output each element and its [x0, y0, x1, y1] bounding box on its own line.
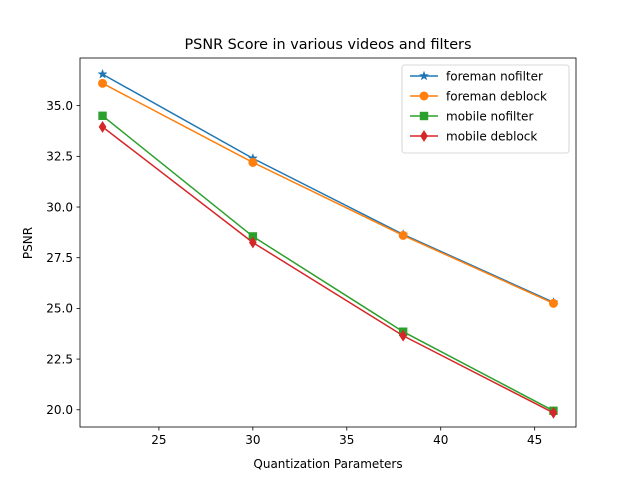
data-point: [399, 329, 407, 342]
legend-marker: [418, 70, 430, 81]
y-tick-label: 35.0: [46, 99, 73, 113]
data-point: [98, 121, 107, 133]
legend-item: mobile deblock: [410, 129, 537, 143]
chart-title: PSNR Score in various videos and filters: [185, 37, 472, 53]
series-layer: [97, 68, 559, 419]
data-point: [97, 68, 108, 79]
data-point: [548, 298, 558, 308]
data-point: [249, 236, 257, 249]
y-tick-label: 32.5: [46, 150, 73, 164]
y-tick-label: 25.0: [46, 302, 73, 316]
y-axis-label: PSNR: [21, 227, 35, 259]
series-foreman-deblock: [98, 78, 558, 308]
y-tick-label: 20.0: [46, 403, 73, 417]
legend-label: foreman deblock: [446, 89, 547, 103]
x-tick-label: 40: [433, 433, 448, 447]
series-mobile-deblock: [98, 121, 558, 419]
series-line: [102, 73, 554, 303]
data-point: [549, 406, 558, 419]
legend-marker: [420, 130, 428, 142]
data-point: [98, 78, 108, 88]
x-axis-label: Quantization Parameters: [253, 457, 402, 471]
x-tick-label: 25: [151, 433, 166, 447]
legend: foreman nofilter foreman deblock mobile no…: [401, 64, 570, 154]
legend-item: foreman deblock: [410, 89, 547, 103]
data-point: [398, 230, 408, 240]
data-point: [248, 157, 258, 167]
legend-item: foreman nofilter: [410, 69, 543, 83]
y-tick-label: 27.5: [46, 251, 73, 265]
y-tick-label: 30.0: [46, 200, 73, 214]
x-tick-label: 45: [527, 433, 542, 447]
legend-label: mobile nofilter: [446, 109, 533, 123]
series-line: [102, 115, 554, 412]
series-line: [102, 126, 554, 414]
legend-label: mobile deblock: [446, 129, 537, 143]
legend-box: [401, 64, 570, 154]
legend-label: foreman nofilter: [446, 69, 543, 83]
data-point: [98, 111, 107, 120]
ticks-layer: 25 30 35 40 45 20.0 22.5 25.0 27.5 30.0 32.5 35.0: [46, 99, 542, 447]
legend-marker: [419, 91, 429, 101]
series-line: [102, 82, 554, 305]
plot-frame: [79, 57, 577, 428]
x-tick-label: 30: [245, 433, 260, 447]
x-tick-label: 35: [339, 433, 354, 447]
legend-item: mobile nofilter: [410, 109, 533, 123]
legend-marker: [419, 111, 429, 121]
y-tick-label: 22.5: [46, 352, 73, 366]
